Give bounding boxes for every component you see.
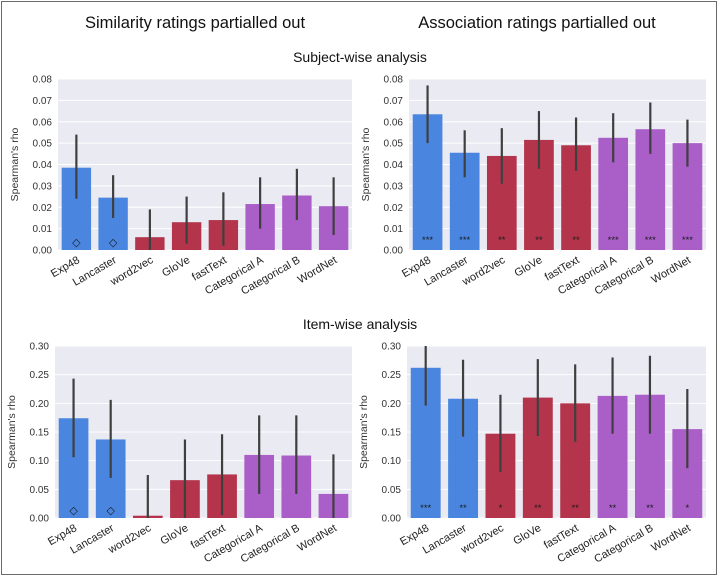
x-tick-label: WordNet xyxy=(296,254,339,286)
y-tick-label: 0.04 xyxy=(384,160,404,171)
y-tick-label: 0.01 xyxy=(33,224,53,235)
y-tick-label: 0.01 xyxy=(384,224,404,235)
y-tick-label: 0.10 xyxy=(382,456,402,467)
significance-marker: ** xyxy=(535,235,543,246)
significance-marker: ◇ xyxy=(69,505,78,517)
column-title-similarity: Similarity ratings partialled out xyxy=(84,14,306,32)
y-tick-label: 0.15 xyxy=(382,428,402,439)
significance-marker: *** xyxy=(422,235,433,246)
y-tick-label: 0.30 xyxy=(30,342,50,353)
y-tick-label: 0.00 xyxy=(384,246,404,257)
chart-item-association: 0.00 0.05 0.10 0.15 0.20 0.25 0.30 Spearman's r… xyxy=(358,342,706,566)
y-axis-label: Spearman's rho xyxy=(9,127,21,201)
x-tick-label: GloVe xyxy=(158,522,190,547)
significance-marker: ** xyxy=(646,503,654,514)
y-tick-label: 0.06 xyxy=(384,117,404,128)
significance-marker: ** xyxy=(609,503,617,514)
y-tick-label: 0.05 xyxy=(30,485,50,496)
chart-subject-association: 0.00 0.01 0.02 0.03 0.04 0.05 0.06 0.07 0.08 Spea… xyxy=(360,75,706,298)
y-axis-label: Spearman's rho xyxy=(358,395,370,469)
x-tick-label: word2vec xyxy=(458,522,506,557)
significance-marker: *** xyxy=(682,235,693,246)
chart-item-similarity: 0.00 0.05 0.10 0.15 0.20 0.25 0.30 Spearman's r… xyxy=(6,342,352,566)
x-tick-label: GloVe xyxy=(512,254,544,279)
y-tick-label: 0.08 xyxy=(33,75,53,86)
row-title-item-wise: Item-wise analysis xyxy=(302,316,418,332)
significance-marker: *** xyxy=(420,503,431,514)
significance-marker: * xyxy=(685,503,689,514)
y-tick-label: 0.05 xyxy=(382,485,402,496)
x-tick-label: GloVe xyxy=(160,254,192,279)
y-tick-label: 0.30 xyxy=(382,342,402,353)
significance-marker: ◇ xyxy=(106,505,115,517)
chart-subject-similarity: 0.00 0.01 0.02 0.03 0.04 0.05 0.06 0.07 0.08 Spea… xyxy=(9,75,352,298)
y-tick-label: 0.05 xyxy=(33,139,53,150)
x-tick-label: GloVe xyxy=(511,522,543,547)
y-tick-label: 0.20 xyxy=(30,399,50,410)
y-tick-label: 0.07 xyxy=(384,96,404,107)
y-tick-label: 0.02 xyxy=(384,203,404,214)
significance-marker: ** xyxy=(534,503,542,514)
significance-marker: *** xyxy=(608,235,619,246)
y-tick-label: 0.00 xyxy=(33,246,53,257)
significance-marker: * xyxy=(499,503,503,514)
y-tick-label: 0.00 xyxy=(382,514,402,525)
x-tick-label: WordNet xyxy=(296,522,339,554)
y-tick-label: 0.02 xyxy=(33,203,53,214)
significance-marker: *** xyxy=(645,235,656,246)
y-tick-label: 0.20 xyxy=(382,399,402,410)
y-tick-label: 0.03 xyxy=(384,181,404,192)
y-tick-label: 0.03 xyxy=(33,181,53,192)
significance-marker: ** xyxy=(459,503,467,514)
x-tick-label: WordNet xyxy=(649,522,692,554)
y-axis-label: Spearman's rho xyxy=(360,127,372,201)
y-tick-label: 0.08 xyxy=(384,75,404,86)
row-title-subject-wise: Subject-wise analysis xyxy=(293,49,427,65)
significance-marker: ** xyxy=(571,503,579,514)
significance-marker: ** xyxy=(572,235,580,246)
significance-marker: ◇ xyxy=(72,237,81,249)
y-tick-label: 0.25 xyxy=(30,370,50,381)
x-tick-label: WordNet xyxy=(650,254,693,286)
significance-marker: ◇ xyxy=(109,237,118,249)
y-tick-label: 0.10 xyxy=(30,456,50,467)
y-tick-label: 0.00 xyxy=(30,514,50,525)
y-tick-label: 0.25 xyxy=(382,370,402,381)
y-axis-label: Spearman's rho xyxy=(6,395,18,469)
significance-marker: ** xyxy=(498,235,506,246)
y-tick-label: 0.05 xyxy=(384,139,404,150)
y-tick-label: 0.06 xyxy=(33,117,53,128)
significance-marker: *** xyxy=(459,235,470,246)
column-title-association: Association ratings partialled out xyxy=(418,14,656,32)
y-tick-label: 0.07 xyxy=(33,96,53,107)
y-tick-label: 0.04 xyxy=(33,160,53,171)
y-tick-label: 0.15 xyxy=(30,428,50,439)
